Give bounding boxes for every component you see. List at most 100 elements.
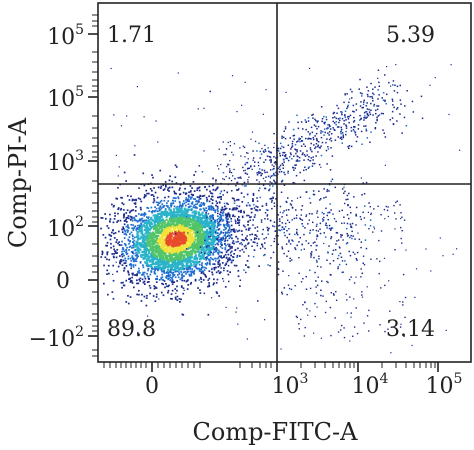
event-dot [256, 235, 258, 238]
event-dot [208, 207, 211, 210]
event-dot [355, 140, 358, 143]
event-dot [162, 189, 165, 191]
event-dot [452, 253, 454, 255]
event-dot [263, 151, 265, 153]
event-dot [337, 267, 339, 270]
event-dot [201, 242, 205, 245]
event-dot [228, 243, 231, 246]
event-dot [315, 137, 318, 140]
event-dot [226, 202, 228, 205]
event-dot [176, 218, 179, 221]
event-dot [191, 240, 194, 243]
event-dot [191, 211, 194, 214]
event-dot [212, 232, 215, 235]
event-dot [185, 214, 188, 217]
event-dot [149, 188, 152, 190]
event-dot [275, 198, 277, 200]
event-dot [312, 138, 315, 141]
event-dot [131, 227, 133, 230]
event-dot [174, 276, 177, 279]
event-dot [326, 214, 328, 217]
event-dot [187, 260, 190, 263]
event-dot [118, 244, 121, 246]
event-dot [323, 213, 325, 215]
event-dot [150, 271, 153, 273]
event-dot [318, 163, 321, 166]
event-dot [176, 243, 179, 247]
event-dot [209, 229, 212, 232]
event-dot [225, 244, 227, 247]
event-dot [264, 253, 266, 256]
event-dot [112, 255, 115, 258]
event-dot [221, 244, 223, 247]
event-dot [273, 205, 276, 207]
event-dot [312, 156, 314, 158]
event-dot [212, 258, 215, 261]
event-dot [249, 205, 251, 207]
event-dot [292, 135, 295, 137]
event-dot [294, 247, 296, 249]
event-dot [341, 132, 344, 134]
event-dot [188, 206, 191, 208]
event-dot [137, 247, 140, 250]
event-dot [316, 261, 318, 263]
event-dot [171, 289, 174, 292]
event-dot [140, 214, 142, 216]
event-dot [320, 136, 323, 139]
event-dot [137, 270, 139, 273]
event-dot [344, 260, 346, 262]
event-dot [164, 264, 167, 267]
event-dot [137, 282, 140, 285]
event-dot [165, 185, 167, 188]
event-dot [158, 240, 161, 243]
event-dot [315, 286, 317, 288]
event-dot [247, 229, 250, 231]
event-dot [329, 273, 332, 276]
event-dot [144, 235, 147, 238]
event-dot [299, 138, 302, 140]
event-dot [300, 145, 303, 147]
event-dot [394, 249, 396, 251]
event-dot [308, 67, 311, 69]
event-dot [355, 103, 358, 105]
event-dot [337, 136, 339, 138]
event-dot [135, 227, 138, 230]
event-dot [200, 272, 202, 274]
event-dot [352, 104, 355, 107]
x-axis-ticks [103, 362, 439, 372]
event-dot [149, 287, 152, 289]
event-dot [165, 239, 168, 242]
event-dot [264, 180, 266, 182]
event-dot [134, 254, 137, 257]
event-dot [287, 159, 290, 162]
event-dot [337, 331, 340, 333]
event-dot [119, 255, 121, 257]
event-dot [351, 222, 354, 225]
event-dot [153, 224, 156, 228]
event-dot [331, 227, 334, 229]
event-dot [160, 248, 163, 252]
event-dot [246, 235, 248, 237]
event-dot [222, 232, 225, 234]
event-dot [227, 249, 230, 251]
event-dot [369, 225, 372, 227]
event-dot [329, 306, 332, 309]
event-dot [359, 114, 361, 117]
event-dot [136, 279, 138, 282]
event-dot [220, 211, 222, 214]
event-dot [341, 271, 343, 274]
event-dot [166, 235, 169, 238]
event-dot [186, 268, 188, 271]
event-dot [294, 248, 297, 251]
event-dot [340, 111, 342, 113]
event-dot [100, 227, 102, 230]
event-dot [131, 256, 134, 259]
event-dot [198, 229, 201, 232]
event-dot [287, 197, 289, 199]
event-dot [380, 287, 382, 289]
event-dot [178, 209, 181, 212]
event-dot [369, 113, 372, 115]
event-dot [133, 216, 136, 219]
y-tick-label-3: 102 [47, 214, 84, 242]
event-dot [344, 190, 346, 193]
